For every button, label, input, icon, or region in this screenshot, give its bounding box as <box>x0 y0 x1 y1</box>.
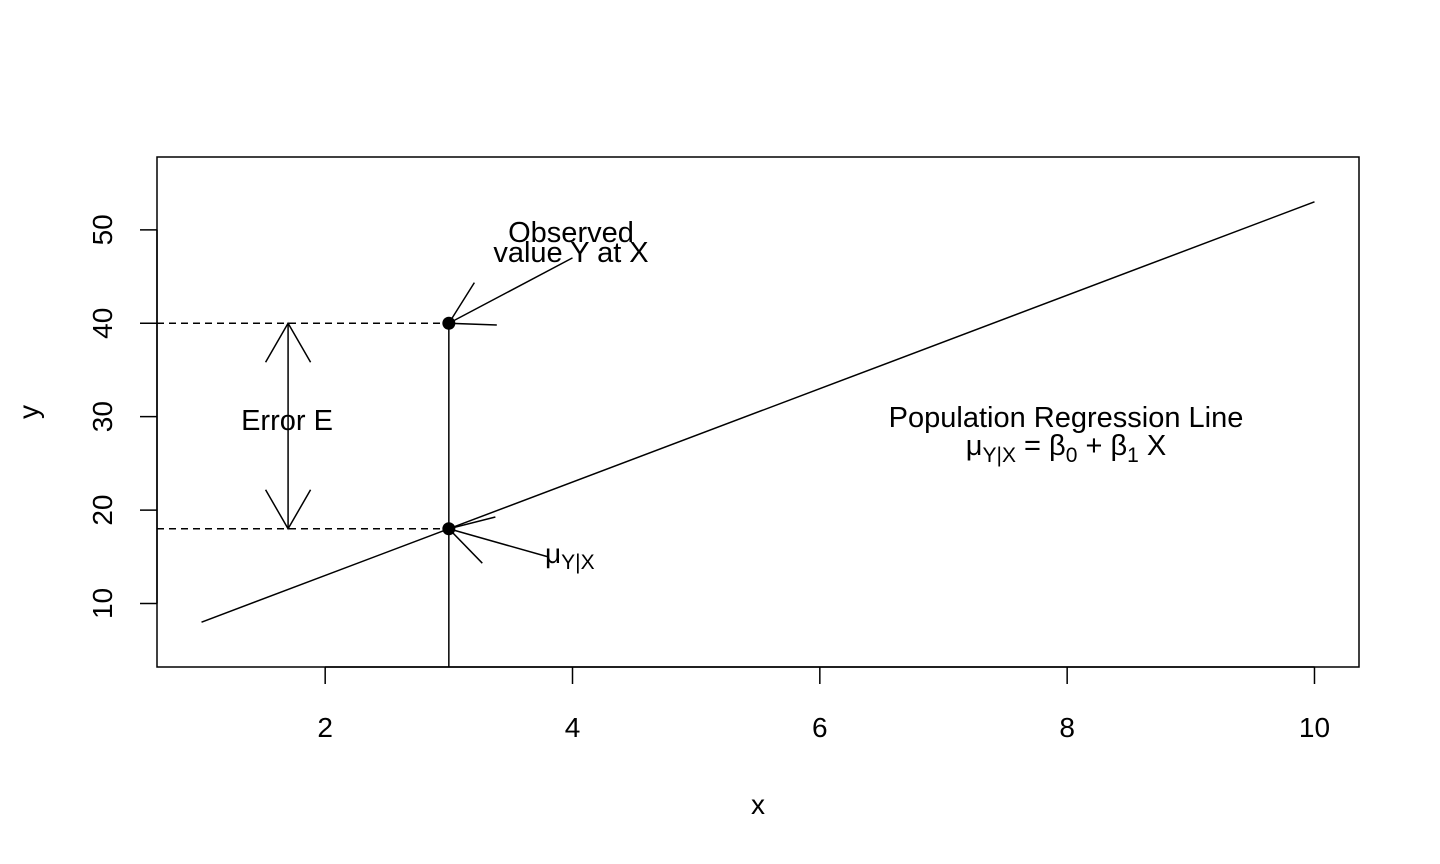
y-axis-title: y <box>13 405 44 419</box>
observed-arrow-head <box>447 282 497 326</box>
x-tick-label: 6 <box>812 712 828 743</box>
observed-label-line2: value Y at X <box>493 237 648 269</box>
observed-label-line1: Observed <box>508 217 634 249</box>
regression-line-title: Population Regression Line <box>889 402 1244 434</box>
y-tick-label: 30 <box>87 401 118 432</box>
y-tick-label: 40 <box>87 308 118 339</box>
observed-arrow-shaft <box>448 257 573 324</box>
x-tick-label: 4 <box>565 712 581 743</box>
error-arrow-head-top <box>264 321 312 363</box>
y-axis: 10 20 30 40 50 <box>87 214 158 619</box>
x-axis: 2 4 6 8 10 <box>317 666 1330 743</box>
y-tick-label: 10 <box>87 588 118 619</box>
x-tick-label: 8 <box>1059 712 1075 743</box>
x-tick-label: 10 <box>1299 712 1330 743</box>
chart-marks <box>157 201 1315 667</box>
mu-arrow-shaft <box>448 528 548 558</box>
mu-arrow-head <box>447 516 496 564</box>
x-axis-title: x <box>751 789 765 820</box>
regression-equation: μY|X = β0 + β1 X <box>966 430 1166 467</box>
error-arrow-head-bottom <box>264 489 312 531</box>
y-tick-label: 20 <box>87 494 118 525</box>
mu-label: μY|X <box>545 538 595 574</box>
error-label: Error E <box>241 405 333 437</box>
x-tick-label: 2 <box>317 712 333 743</box>
y-tick-label: 50 <box>87 214 118 245</box>
regression-line <box>201 201 1315 623</box>
